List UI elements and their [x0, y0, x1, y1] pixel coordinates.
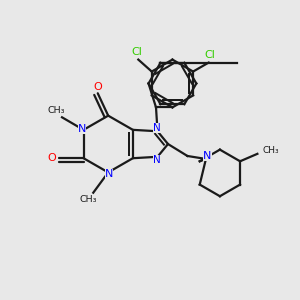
Text: Cl: Cl — [131, 47, 142, 57]
Text: N: N — [203, 151, 212, 161]
Text: CH₃: CH₃ — [48, 106, 65, 115]
Text: CH₃: CH₃ — [79, 195, 97, 204]
Text: Cl: Cl — [205, 50, 216, 60]
Text: CH₃: CH₃ — [263, 146, 279, 155]
Text: O: O — [47, 153, 56, 163]
Text: N: N — [153, 155, 161, 165]
Text: N: N — [105, 169, 113, 179]
Text: N: N — [153, 123, 161, 133]
Text: N: N — [78, 124, 86, 134]
Text: O: O — [93, 82, 102, 92]
